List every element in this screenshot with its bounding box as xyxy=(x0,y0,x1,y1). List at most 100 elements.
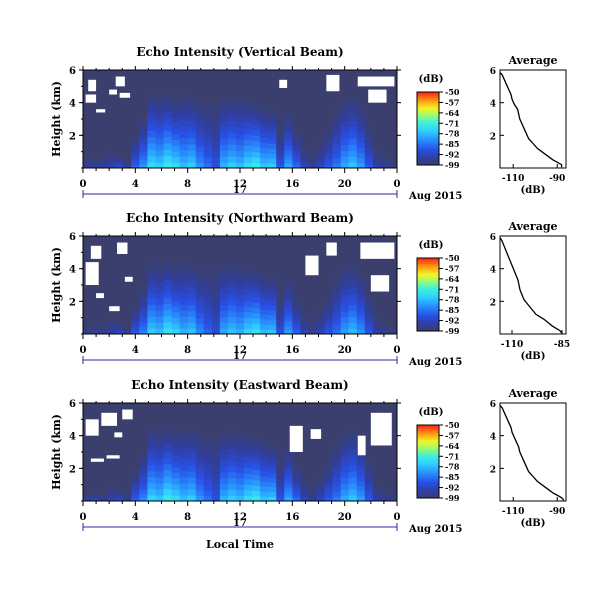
echo-cell xyxy=(252,113,261,120)
colorbar-segment xyxy=(417,472,439,475)
echo-cell xyxy=(99,325,108,328)
echo-cell xyxy=(115,495,124,497)
colorbar-tick-label: -78 xyxy=(445,462,460,472)
echo-cell xyxy=(276,468,285,472)
echo-cell xyxy=(284,483,293,489)
no-data-patch xyxy=(109,306,120,312)
echo-cell xyxy=(163,469,173,477)
echo-cell xyxy=(99,326,108,328)
echo-cell xyxy=(171,466,181,474)
profile-line xyxy=(499,237,563,334)
echo-cell xyxy=(195,489,205,497)
y-tick-label: 4 xyxy=(69,99,76,110)
colorbar-segment xyxy=(417,443,439,446)
echo-cell xyxy=(155,483,165,490)
echo-cell xyxy=(308,326,318,329)
echo-cell xyxy=(388,498,397,501)
echo-cell xyxy=(308,320,318,323)
echo-cell xyxy=(91,330,100,332)
echo-cell xyxy=(179,94,189,102)
colorbar-segment xyxy=(417,463,439,466)
echo-cell xyxy=(219,114,229,121)
echo-cell xyxy=(316,157,326,160)
echo-cell xyxy=(284,158,293,164)
echo-cell xyxy=(235,144,245,152)
echo-cell xyxy=(163,297,173,304)
echo-column xyxy=(115,154,124,168)
echo-cell xyxy=(139,298,149,304)
echo-cell xyxy=(364,133,374,138)
echo-cell xyxy=(83,493,92,495)
no-data-patch xyxy=(85,94,97,103)
echo-cell xyxy=(300,316,310,319)
echo-column xyxy=(171,432,181,501)
no-data-patch xyxy=(370,412,392,446)
echo-cell xyxy=(300,159,310,162)
echo-cell xyxy=(83,331,92,333)
colorbar-segment xyxy=(417,446,439,450)
echo-cell xyxy=(187,447,197,454)
echo-cell xyxy=(83,327,92,329)
echo-cell xyxy=(115,327,124,329)
echo-cell xyxy=(107,329,116,332)
echo-column xyxy=(324,128,334,168)
echo-cell xyxy=(340,442,350,449)
echo-cell xyxy=(99,499,108,501)
echo-cell xyxy=(316,323,326,327)
echo-column xyxy=(99,492,108,501)
echo-cell xyxy=(139,314,149,319)
echo-column xyxy=(171,267,181,334)
echo-cell xyxy=(163,291,173,298)
echo-cell xyxy=(235,483,245,491)
echo-cell xyxy=(91,325,100,328)
echo-cell xyxy=(187,281,197,288)
colorbar-segment xyxy=(417,115,439,119)
colorbar-segment xyxy=(417,441,439,444)
echo-cell xyxy=(324,330,334,334)
y-axis-label: Height (km) xyxy=(50,81,63,157)
echo-cell xyxy=(187,459,197,466)
colorbar-frame xyxy=(416,424,440,499)
echo-cell xyxy=(155,459,165,466)
echo-cell xyxy=(252,302,261,309)
echo-cell xyxy=(284,469,293,475)
colorbar-segment xyxy=(417,144,439,148)
no-data-patch xyxy=(101,412,118,426)
echo-column xyxy=(99,158,108,168)
echo-cell xyxy=(276,319,285,324)
echo-cell xyxy=(380,492,390,494)
echo-cell xyxy=(364,330,374,334)
echo-cell xyxy=(276,480,285,484)
echo-cell xyxy=(324,491,334,496)
echo-cell xyxy=(260,105,269,112)
echo-cell xyxy=(219,162,229,168)
echo-cell xyxy=(268,138,277,145)
echo-cell xyxy=(308,495,318,498)
echo-cell xyxy=(252,102,261,109)
echo-cell xyxy=(268,281,277,287)
echo-cell xyxy=(187,126,197,133)
colorbar-segment xyxy=(417,104,439,108)
echo-cell xyxy=(348,322,358,329)
echo-cell xyxy=(227,108,237,115)
echo-cell xyxy=(163,432,173,439)
echo-column xyxy=(260,105,269,168)
echo-cell xyxy=(244,294,253,302)
echo-cell xyxy=(139,134,149,140)
echo-cell xyxy=(252,469,261,476)
echo-cell xyxy=(203,302,213,309)
echo-cell xyxy=(276,165,285,168)
echo-cell xyxy=(332,138,342,145)
echo-cell xyxy=(276,135,285,139)
echo-cell xyxy=(316,476,326,480)
echo-cell xyxy=(244,439,253,446)
echo-cell xyxy=(235,115,245,122)
echo-cell xyxy=(219,150,229,157)
echo-cell xyxy=(252,151,261,158)
echo-cell xyxy=(268,128,277,135)
echo-cell xyxy=(179,476,189,484)
echo-column xyxy=(252,437,261,501)
echo-cell xyxy=(139,496,149,501)
echo-cell xyxy=(380,489,390,492)
no-data-patch xyxy=(279,79,288,88)
